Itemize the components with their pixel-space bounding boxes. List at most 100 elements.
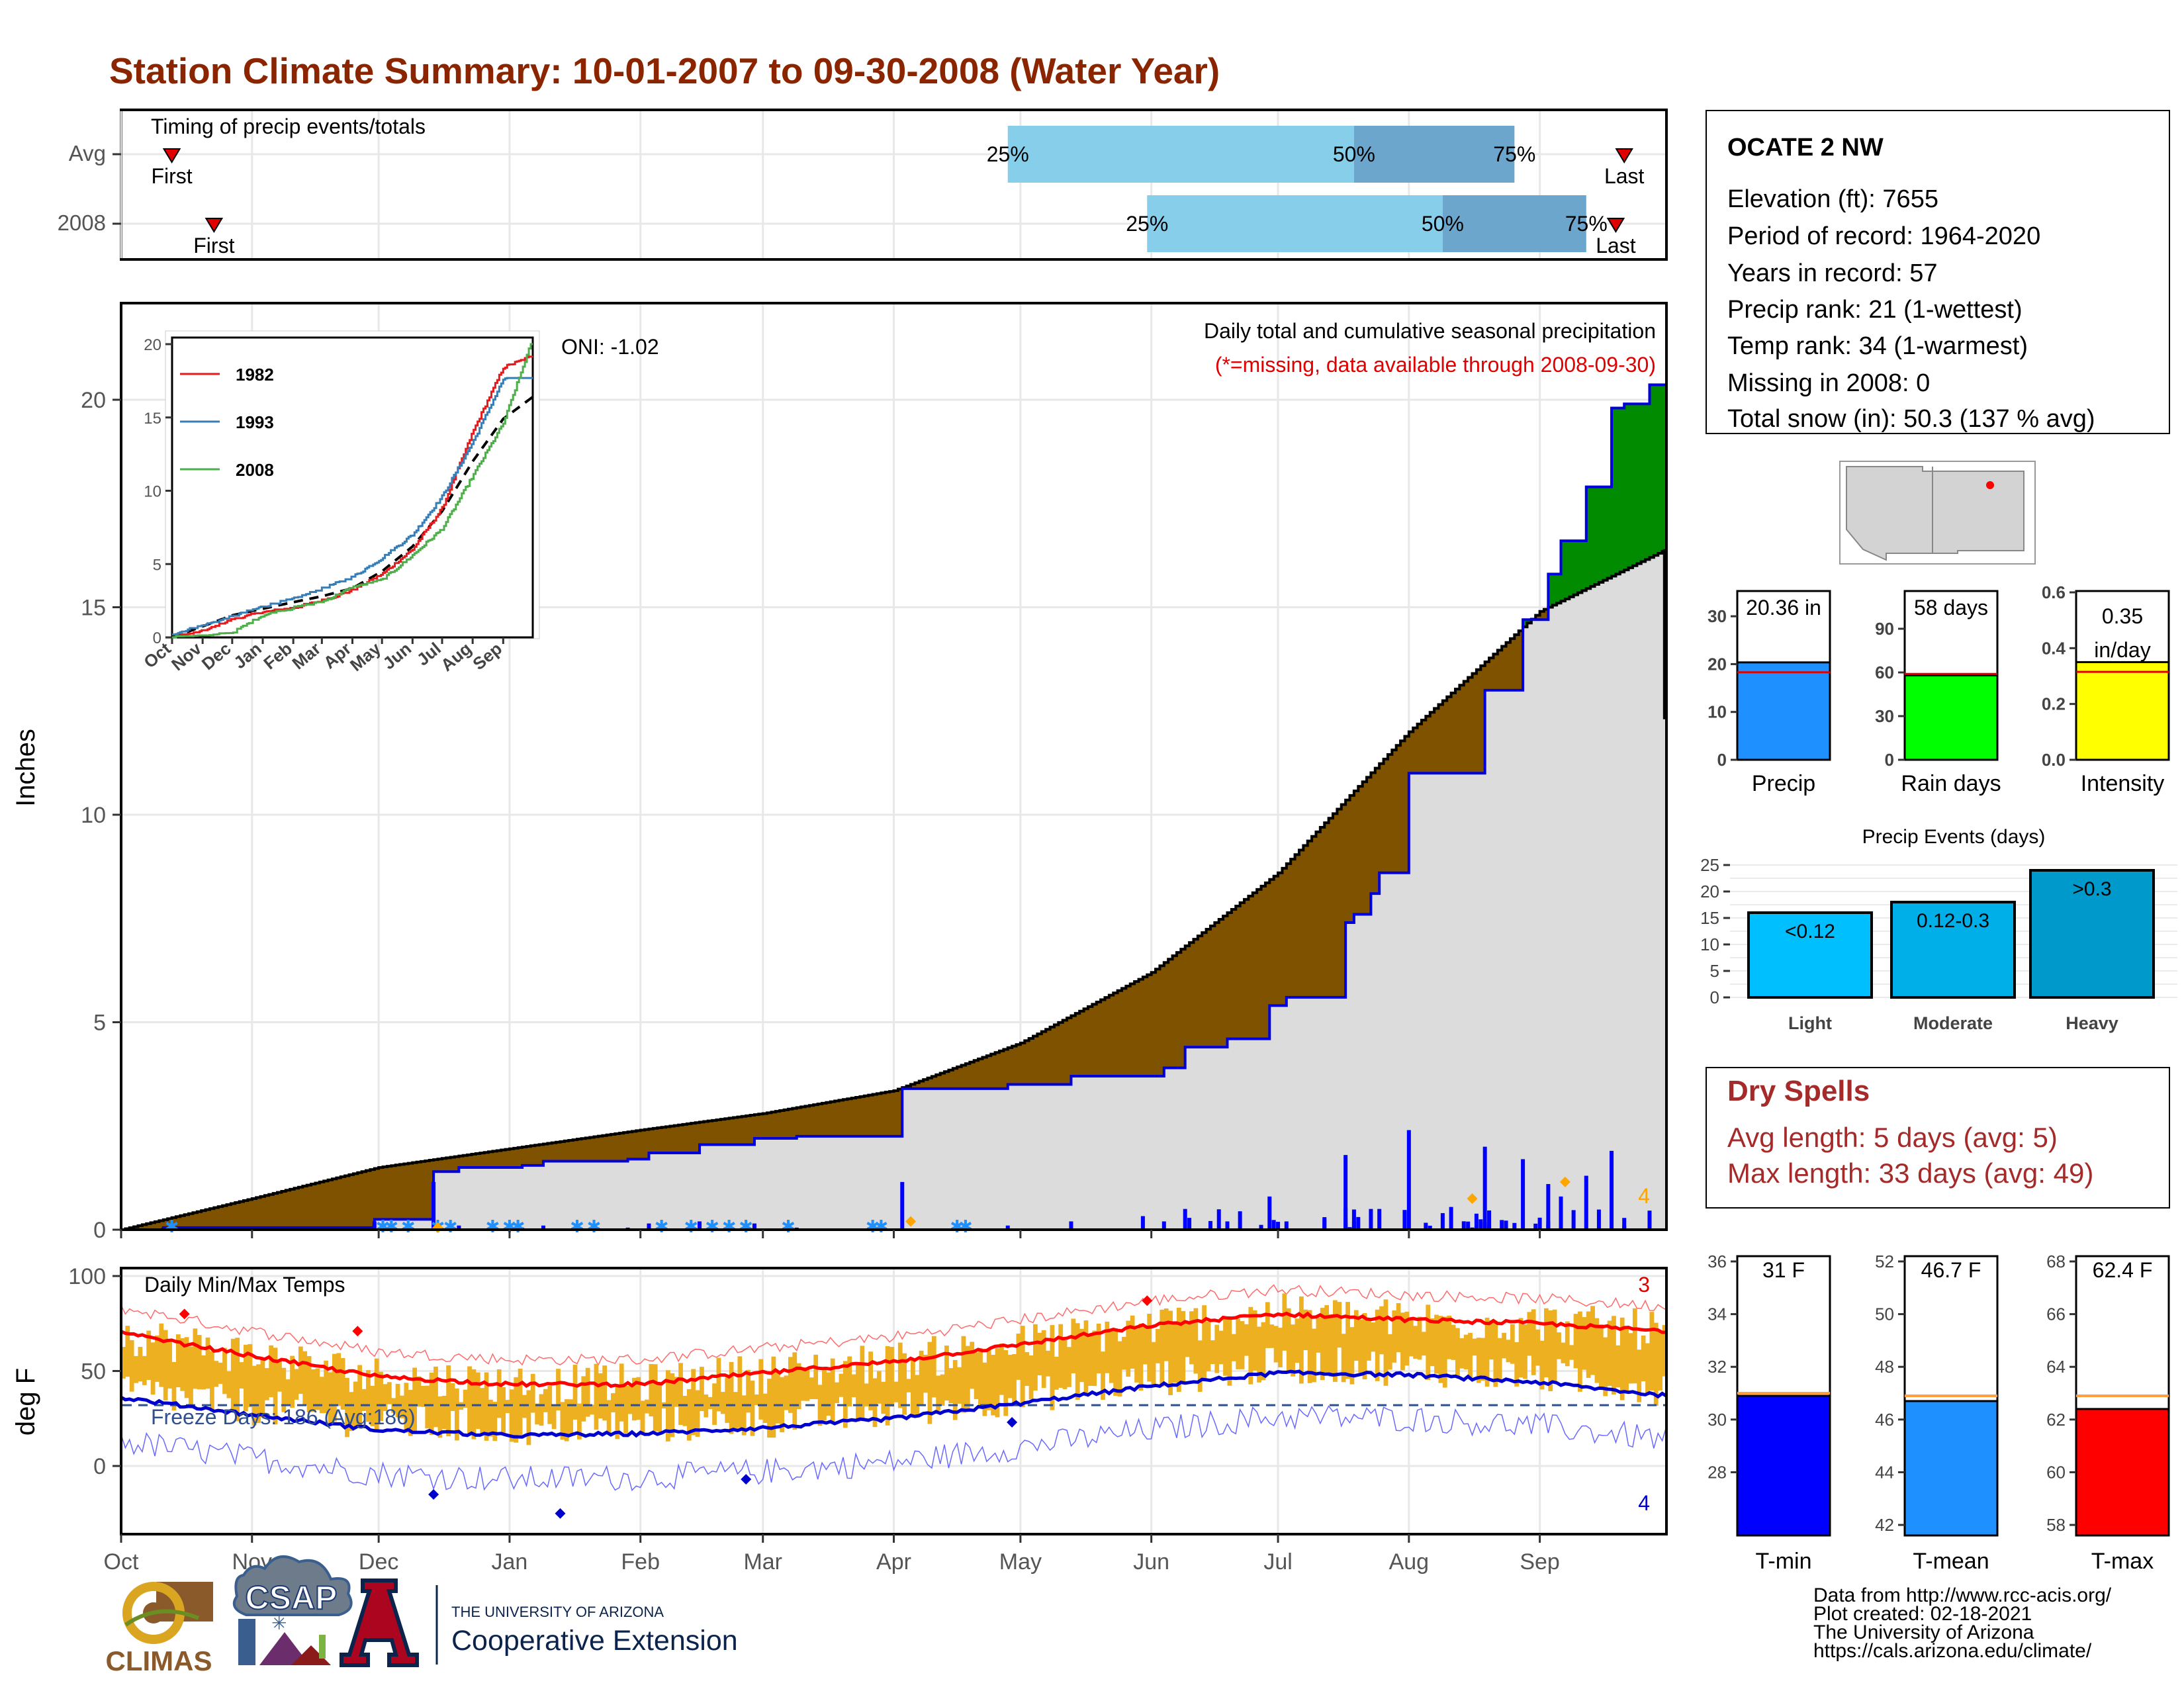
below-average-fill: [1028, 1038, 1034, 1085]
timing-label-50: 50%: [1333, 142, 1375, 166]
record-high-diamond: [1142, 1295, 1153, 1306]
daily-temp-bar: [1472, 1338, 1477, 1356]
daily-temp-bar: [627, 1385, 633, 1414]
below-average-fill: [952, 1068, 958, 1089]
below-average-fill: [155, 1221, 160, 1230]
daily-temp-bar: [1227, 1318, 1232, 1386]
month-tick-label: Oct: [104, 1549, 139, 1575]
avg-min-temp-line: [120, 1369, 1668, 1439]
daily-temp-bar: [944, 1346, 949, 1401]
daily-temp-bar: [775, 1371, 780, 1424]
daily-temp-bar: [788, 1357, 793, 1413]
daily-precip-bar: [1500, 1220, 1504, 1230]
below-average-fill: [514, 1148, 519, 1167]
daily-temp-bar: [1426, 1304, 1431, 1381]
daily-precip-bar: [1267, 1196, 1272, 1230]
temp-count-top: 3: [1638, 1273, 1650, 1297]
daily-temp-bar: [640, 1400, 645, 1436]
below-average-fill: [256, 1197, 261, 1228]
month-tick-label: Feb: [621, 1549, 660, 1575]
precip-ytick-label: 5: [93, 1011, 106, 1036]
daily-temp-bar: [792, 1352, 797, 1430]
last-event-marker: [1615, 148, 1633, 163]
inset-legend-label: 1993: [236, 412, 274, 432]
daily-temp-bar: [1083, 1320, 1089, 1396]
daily-temp-bar: [1489, 1320, 1494, 1360]
daily-temp-bar: [889, 1347, 894, 1407]
daily-temp-bar: [931, 1336, 936, 1398]
first-event-label: First: [151, 164, 192, 188]
daily-precip-bar: [1005, 1225, 1010, 1230]
credit-plot-created: Plot created: 02-18-2021: [1813, 1603, 2032, 1625]
daily-temp-bar: [615, 1387, 620, 1440]
below-average-fill: [1265, 882, 1270, 1039]
daily-precip-bar: [1069, 1221, 1073, 1230]
below-average-fill: [762, 1113, 768, 1139]
daily-temp-bar: [1320, 1308, 1325, 1381]
below-average-fill: [1320, 827, 1325, 997]
above-average-fill: [1569, 541, 1574, 597]
below-average-fill: [1468, 677, 1473, 774]
above-average-fill: [1598, 486, 1604, 582]
above-average-fill: [1645, 404, 1651, 560]
daily-temp-bar: [1451, 1324, 1456, 1360]
below-average-fill: [345, 1175, 350, 1228]
record-high-diamond: [179, 1308, 190, 1320]
daily-temp-bar: [1349, 1327, 1355, 1385]
daily-temp-bar: [1316, 1317, 1321, 1353]
below-average-fill: [893, 1090, 899, 1136]
precip-ytick-label: 10: [81, 803, 106, 828]
below-average-fill: [842, 1099, 848, 1136]
daily-temp-bar: [1413, 1326, 1418, 1359]
below-average-fill: [1218, 919, 1224, 1048]
below-average-fill: [830, 1101, 835, 1136]
inset-ytick-label: 15: [144, 410, 161, 428]
daily-temp-bar: [1573, 1314, 1578, 1369]
record-low-diamond: [555, 1508, 566, 1519]
daily-temp-bar: [387, 1382, 392, 1404]
daily-temp-bar: [175, 1334, 181, 1388]
daily-temp-bar: [737, 1356, 743, 1428]
event-bar-name: Moderate: [1913, 1013, 1993, 1033]
daily-temp-bar: [986, 1348, 991, 1410]
below-average-fill: [741, 1116, 747, 1145]
daily-precip-bar: [1343, 1155, 1348, 1230]
daily-temp-bar: [1523, 1324, 1527, 1379]
daily-temp-bar: [991, 1355, 996, 1416]
daily-temp-bar: [897, 1342, 903, 1408]
below-average-fill: [868, 1095, 874, 1136]
daily-temp-bar: [564, 1399, 569, 1441]
snow-event-marker: ✱: [443, 1216, 458, 1236]
daily-temp-bar: [700, 1367, 704, 1412]
below-average-fill: [1252, 892, 1257, 1039]
temp-bar-name: T-max: [2091, 1549, 2154, 1574]
summary-bar-value-label: 58 days: [1914, 596, 1988, 619]
daily-temp-bar: [1430, 1318, 1435, 1367]
daily-temp-bar: [412, 1367, 417, 1432]
daily-temp-bar: [209, 1351, 214, 1412]
below-average-fill: [408, 1163, 413, 1220]
below-average-fill: [707, 1120, 713, 1145]
below-average-fill: [645, 1129, 650, 1160]
below-average-fill: [1324, 823, 1330, 997]
daily-temp-bar: [796, 1363, 801, 1410]
daily-temp-bar: [1257, 1326, 1261, 1383]
daily-temp-bar: [463, 1389, 468, 1408]
month-tick-label: May: [999, 1549, 1042, 1575]
below-average-fill: [1020, 1042, 1025, 1085]
precip-main-label: Daily total and cumulative seasonal prec…: [1204, 319, 1656, 343]
daily-temp-bar: [657, 1385, 662, 1432]
first-event-label: First: [193, 234, 234, 257]
daily-temp-bar: [645, 1399, 649, 1414]
daily-temp-bar: [678, 1363, 683, 1425]
daily-precip-bar: [1482, 1222, 1487, 1230]
below-average-fill: [729, 1118, 734, 1145]
daily-temp-bar: [1586, 1311, 1591, 1378]
temp-bar-ytick-label: 66: [2046, 1304, 2066, 1324]
below-average-fill: [1223, 915, 1228, 1048]
below-average-fill: [1434, 708, 1439, 774]
daily-temp-bar: [138, 1347, 143, 1382]
daily-temp-bar: [159, 1323, 164, 1387]
above-average-fill: [1573, 541, 1578, 595]
summary-bar-value-label: 0.35: [2102, 604, 2143, 628]
